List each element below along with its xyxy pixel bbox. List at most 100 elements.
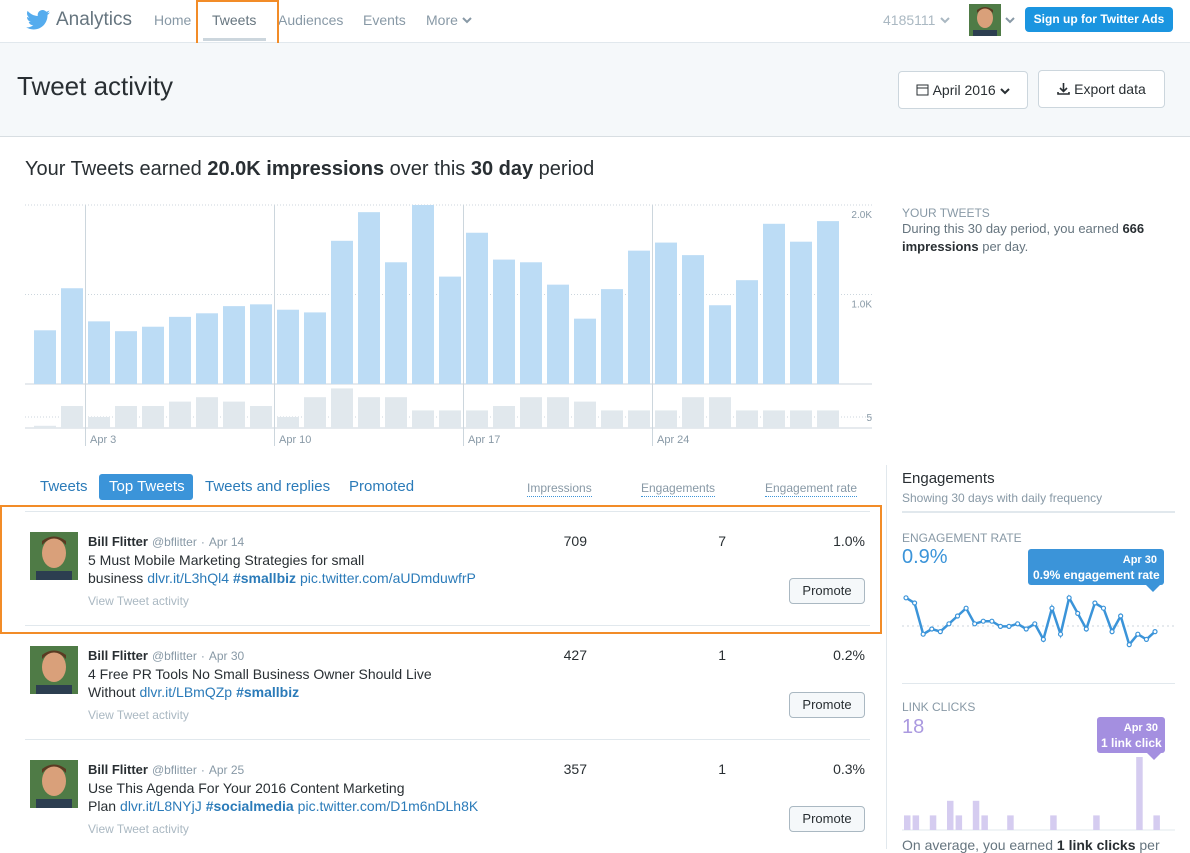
engagements-bar <box>574 401 596 428</box>
impressions-bar <box>277 309 299 384</box>
impressions-bar <box>547 284 569 384</box>
engagements-bar <box>709 397 731 428</box>
tweet-text: 5 Must Mobile Marketing Strategies for s… <box>88 551 476 587</box>
avatar[interactable] <box>30 532 78 580</box>
rate-point <box>1109 628 1115 635</box>
rate-point <box>946 621 952 627</box>
divider <box>886 465 887 849</box>
impressions-bar <box>142 326 164 384</box>
row-divider <box>25 625 870 626</box>
engagements-bar <box>304 397 326 428</box>
nav-link[interactable]: Events <box>363 12 406 28</box>
column-header[interactable]: Engagement rate <box>765 481 858 497</box>
tab[interactable]: Tweets <box>40 478 88 495</box>
rate-point <box>1023 626 1029 632</box>
account-id[interactable]: 4185111 <box>883 12 936 28</box>
engagements-bar <box>493 406 515 428</box>
impressions-bar <box>736 280 758 384</box>
separator: · <box>200 763 205 777</box>
column-header[interactable]: Impressions <box>527 481 592 497</box>
handle[interactable]: @bflitter <box>151 535 197 549</box>
nav-link[interactable]: Tweets <box>212 12 257 28</box>
impressions-bar <box>655 242 677 384</box>
impressions-bar <box>763 223 785 384</box>
impressions-bar <box>709 305 731 384</box>
impressions-bar <box>385 262 407 384</box>
export-button[interactable]: Export data <box>1038 70 1165 108</box>
chevron <box>462 17 472 24</box>
engagement-rate: 1.0% <box>833 533 865 549</box>
engagements-bar <box>628 410 650 428</box>
tab[interactable]: Top Tweets <box>109 478 185 495</box>
nav-link[interactable]: More <box>426 12 458 28</box>
average-text: On average, you earned 1 link clicks per <box>902 837 1160 853</box>
hashtag[interactable]: #smallbiz <box>236 684 300 700</box>
clicks-bar <box>904 815 911 830</box>
avatar[interactable] <box>30 760 78 808</box>
impressions-bar <box>331 240 353 384</box>
engagements-bar <box>250 406 272 428</box>
view-activity[interactable]: View Tweet activity <box>88 594 189 608</box>
nav-link[interactable]: Home <box>154 12 192 28</box>
view-activity[interactable]: View Tweet activity <box>88 708 189 722</box>
tweet-header: Bill Flitter @bflitter · Apr 14 <box>88 534 244 549</box>
engagements-bar <box>601 410 623 428</box>
rate-point <box>1092 600 1098 606</box>
rate-point <box>1032 621 1038 627</box>
tab[interactable]: Promoted <box>349 478 415 495</box>
hashtag[interactable]: #socialmedia <box>205 798 294 814</box>
active-tab-bg <box>99 474 193 500</box>
link[interactable]: dlvr.it/L3hQl4 <box>147 570 229 586</box>
tab[interactable]: Tweets and replies <box>205 478 331 495</box>
text: 4 Free PR Tools No Small Business Owner … <box>88 666 432 700</box>
metric-label: ENGAGEMENT RATE <box>902 531 1022 545</box>
pic-link[interactable]: pic.twitter.com/aUDmduwfrP <box>300 570 476 586</box>
brand[interactable]: Analytics <box>56 9 133 30</box>
section-heading: YOUR TWEETS <box>902 206 990 220</box>
calendar-icon <box>916 84 929 96</box>
promote-button[interactable]: Promote <box>789 578 865 604</box>
panel-subtitle: Showing 30 days with daily frequency <box>902 491 1103 505</box>
pic-link[interactable]: pic.twitter.com/D1m6nDLh8K <box>297 798 479 814</box>
author[interactable]: Bill Flitter <box>88 762 148 777</box>
avatar-hair <box>42 536 66 545</box>
engagements-bar <box>223 401 245 428</box>
rate-point <box>1100 605 1107 611</box>
avatar[interactable] <box>969 4 1001 36</box>
promote-button[interactable]: Promote <box>789 692 865 718</box>
engagements-bar <box>196 397 218 428</box>
nav-link[interactable]: Audiences <box>278 12 344 28</box>
column-header[interactable]: Engagements <box>641 481 716 497</box>
link[interactable]: dlvr.it/LBmQZp <box>139 684 233 700</box>
x-tick-label: Apr 10 <box>279 434 311 446</box>
impressions-bar <box>196 313 218 384</box>
rate-point <box>997 623 1004 630</box>
summary: Your Tweets earned 20.0K impressions ove… <box>25 158 594 181</box>
separator: · <box>200 649 205 663</box>
handle[interactable]: @bflitter <box>151 763 197 777</box>
promote-button[interactable]: Promote <box>789 806 865 832</box>
avatar-face <box>42 538 66 568</box>
impressions-bar <box>790 241 812 384</box>
avatar[interactable] <box>30 646 78 694</box>
rate-point <box>1126 641 1132 648</box>
bird-logo[interactable] <box>26 10 50 30</box>
tooltip-pointer <box>1146 585 1160 592</box>
x-tick-label: Apr 24 <box>657 434 689 446</box>
author[interactable]: Bill Flitter <box>88 648 148 663</box>
view-activity[interactable]: View Tweet activity <box>88 822 189 836</box>
ads-button[interactable]: Sign up for Twitter Ads <box>1025 7 1173 32</box>
impressions-bar <box>358 212 380 384</box>
month-button[interactable]: April 2016 <box>898 71 1028 109</box>
engagements-bar <box>277 417 299 428</box>
hashtag[interactable]: #smallbiz <box>232 570 297 586</box>
metric-value: 18 <box>902 716 925 738</box>
author[interactable]: Bill Flitter <box>88 534 148 549</box>
link[interactable]: dlvr.it/L8NYjJ <box>120 798 202 814</box>
your-tweets-value: 666 impressions <box>902 221 1145 254</box>
impressions: 427 <box>563 647 587 663</box>
handle[interactable]: @bflitter <box>151 649 197 663</box>
impressions-bar <box>223 306 245 384</box>
divider <box>902 511 1175 513</box>
